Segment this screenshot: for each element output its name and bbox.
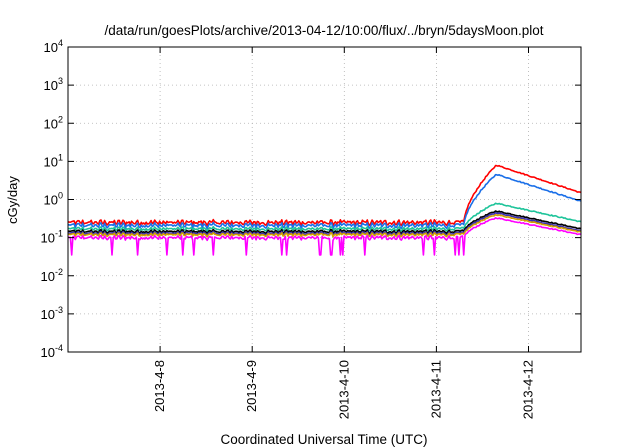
x-tick-label: 2013-4-10 [336, 360, 351, 419]
x-tick-label: 2013-4-12 [521, 360, 536, 419]
x-tick-label: 2013-4-9 [244, 360, 259, 412]
x-axis: 2013-4-8 2013-4-9 2013-4-10 2013-4-11 2013-4… [152, 47, 536, 419]
series-line [67, 217, 582, 256]
x-tick-label: 2013-4-8 [152, 360, 167, 412]
y-tick-label: 10-3 [41, 305, 63, 322]
series-line [67, 173, 582, 230]
chart-title: /data/run/goesPlots/archive/2013-04-12/1… [104, 23, 543, 38]
y-tick-label: 101 [44, 152, 63, 169]
series-line [67, 213, 582, 238]
x-tick-label: 2013-4-11 [428, 360, 443, 418]
series-line [67, 164, 582, 227]
y-tick-label: 100 [44, 191, 63, 208]
gridlines [68, 47, 581, 352]
series-line [67, 210, 582, 235]
y-tick-label: 104 [44, 38, 63, 55]
x-axis-label: Coordinated Universal Time (UTC) [220, 432, 427, 447]
series-line [67, 202, 582, 233]
y-tick-label: 10-1 [41, 229, 63, 246]
y-axis-label: cGy/day [5, 176, 20, 224]
y-tick-label: 10-4 [41, 343, 63, 360]
y-tick-label: 10-2 [41, 267, 63, 284]
y-axis: 10-4 10-3 10-2 10-1 100 101 102 103 104 [41, 38, 581, 360]
y-tick-label: 102 [44, 114, 63, 131]
series-lines [67, 164, 582, 256]
y-tick-label: 103 [44, 76, 63, 93]
